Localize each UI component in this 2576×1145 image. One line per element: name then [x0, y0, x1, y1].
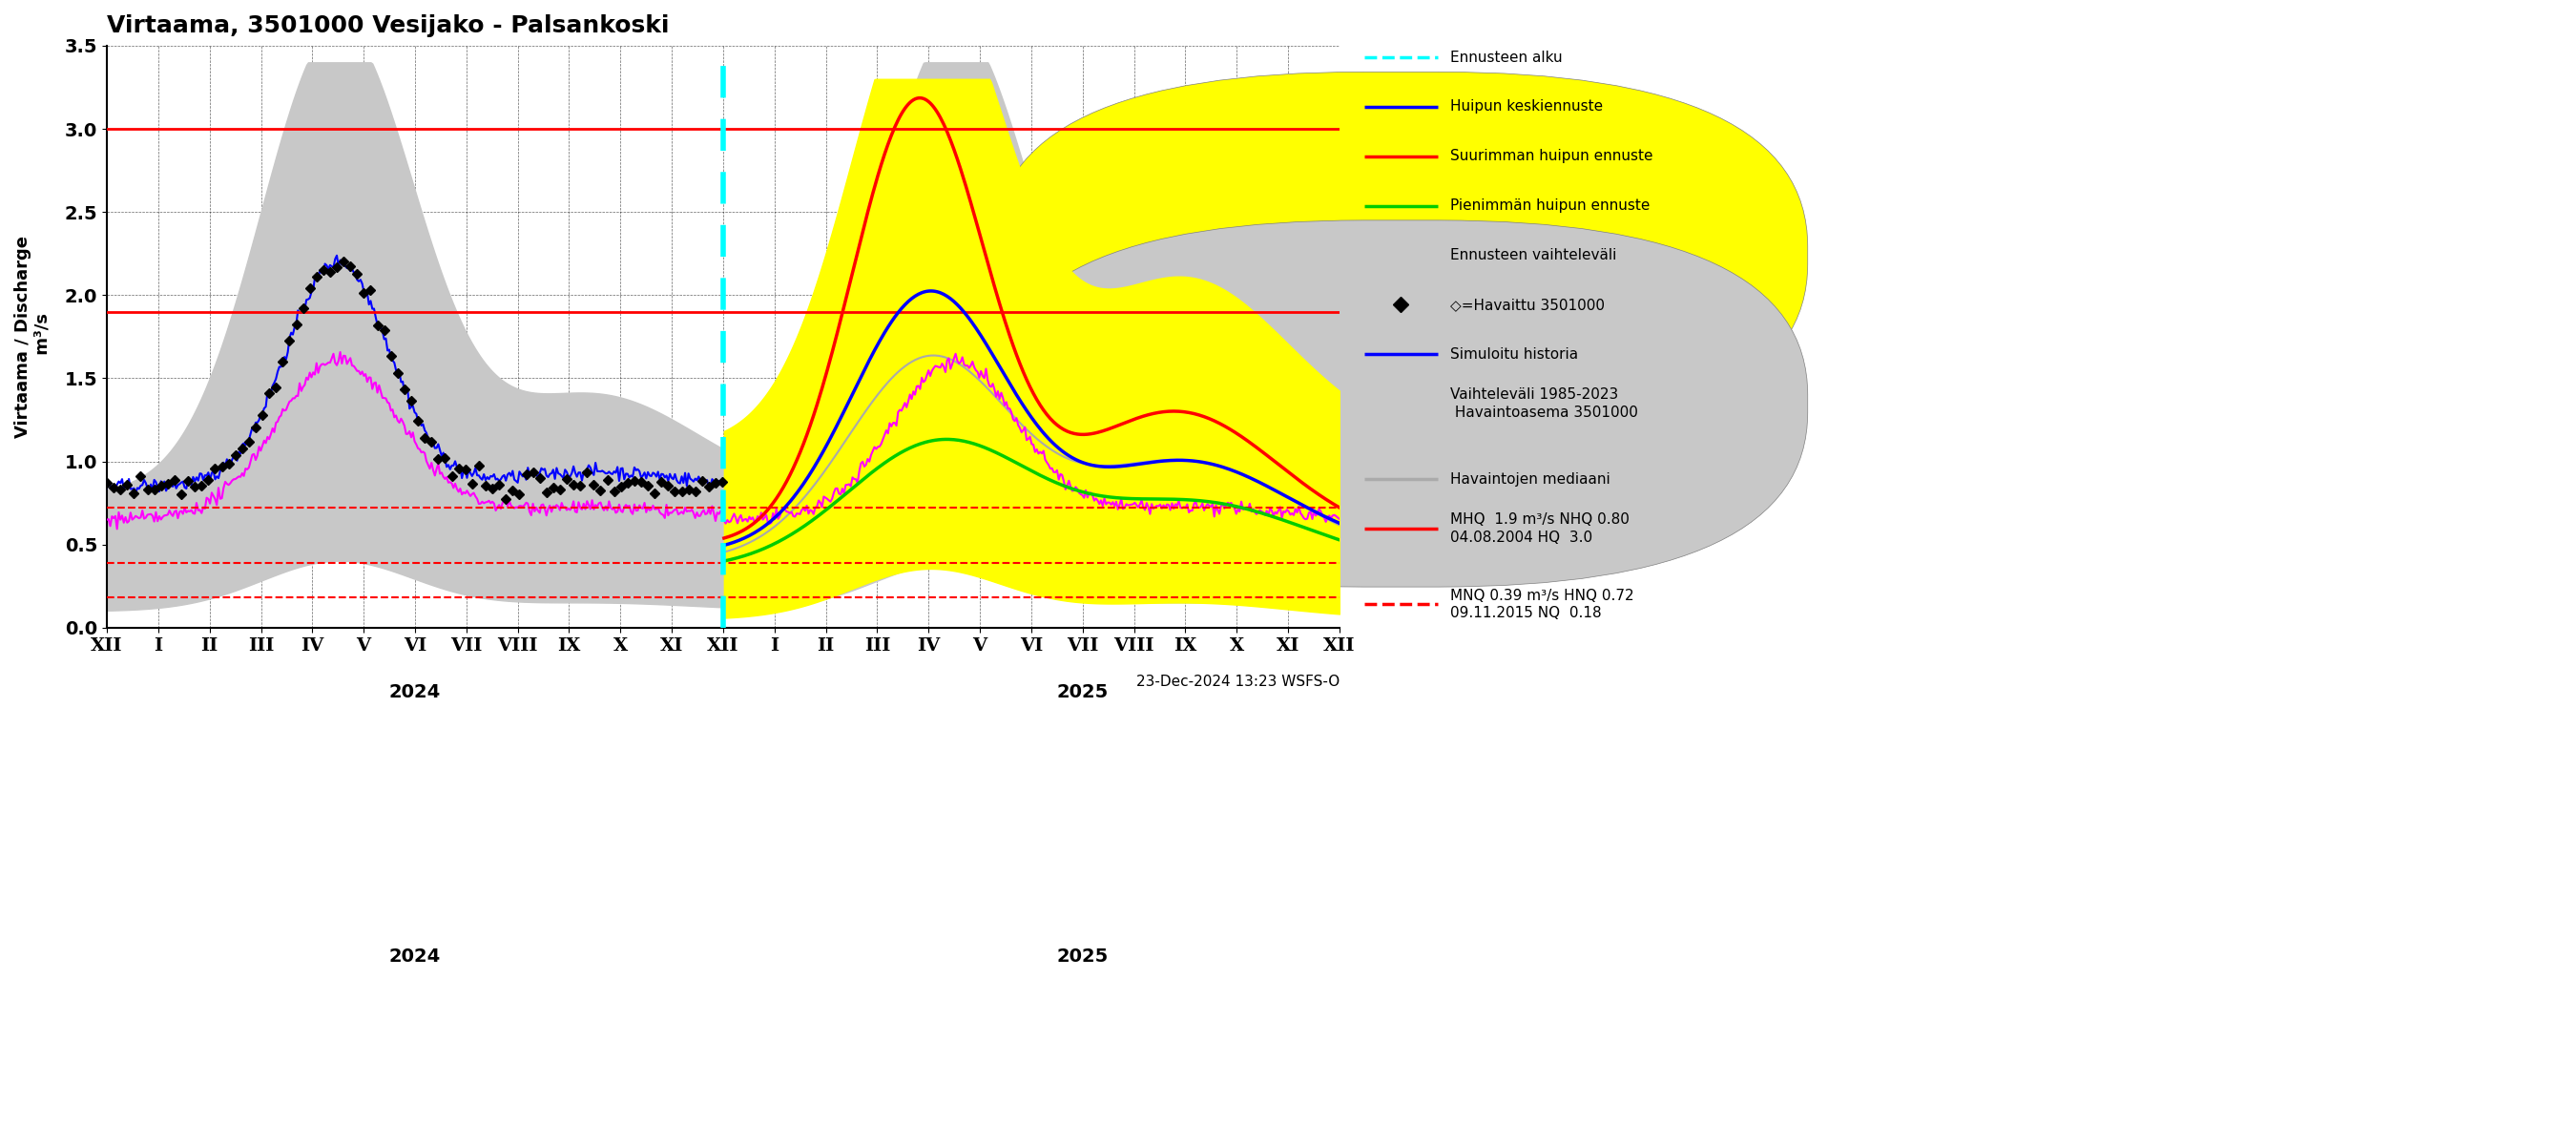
Text: Ennusteen vaihteleväli: Ennusteen vaihteleväli — [1450, 248, 1618, 262]
Text: MHQ  1.9 m³/s NHQ 0.80
04.08.2004 HQ  3.0: MHQ 1.9 m³/s NHQ 0.80 04.08.2004 HQ 3.0 — [1450, 513, 1631, 545]
Text: Huipun keskiennuste: Huipun keskiennuste — [1450, 100, 1602, 114]
Text: 2024: 2024 — [389, 684, 440, 702]
Text: Pienimmän huipun ennuste: Pienimmän huipun ennuste — [1450, 198, 1651, 213]
Y-axis label: Virtaama / Discharge
 m³/s: Virtaama / Discharge m³/s — [15, 236, 52, 437]
Text: 23-Dec-2024 13:23 WSFS-O: 23-Dec-2024 13:23 WSFS-O — [1136, 674, 1340, 688]
Text: ◇=Havaittu 3501000: ◇=Havaittu 3501000 — [1450, 298, 1605, 311]
Text: Simuloitu historia: Simuloitu historia — [1450, 347, 1579, 362]
Text: 2024: 2024 — [389, 948, 440, 966]
Text: MNQ 0.39 m³/s HNQ 0.72
09.11.2015 NQ  0.18: MNQ 0.39 m³/s HNQ 0.72 09.11.2015 NQ 0.1… — [1450, 589, 1633, 621]
Text: Havaintojen mediaani: Havaintojen mediaani — [1450, 472, 1610, 487]
Text: 2025: 2025 — [1056, 684, 1108, 702]
FancyBboxPatch shape — [994, 220, 1808, 587]
Text: Vaihteleväli 1985-2023
 Havaintoasema 3501000: Vaihteleväli 1985-2023 Havaintoasema 350… — [1450, 387, 1638, 419]
FancyBboxPatch shape — [994, 72, 1808, 439]
Text: Ennusteen alku: Ennusteen alku — [1450, 50, 1564, 64]
Text: Virtaama, 3501000 Vesijako - Palsankoski: Virtaama, 3501000 Vesijako - Palsankoski — [106, 14, 670, 37]
Text: 2025: 2025 — [1056, 948, 1108, 966]
Text: Suurimman huipun ennuste: Suurimman huipun ennuste — [1450, 149, 1654, 164]
